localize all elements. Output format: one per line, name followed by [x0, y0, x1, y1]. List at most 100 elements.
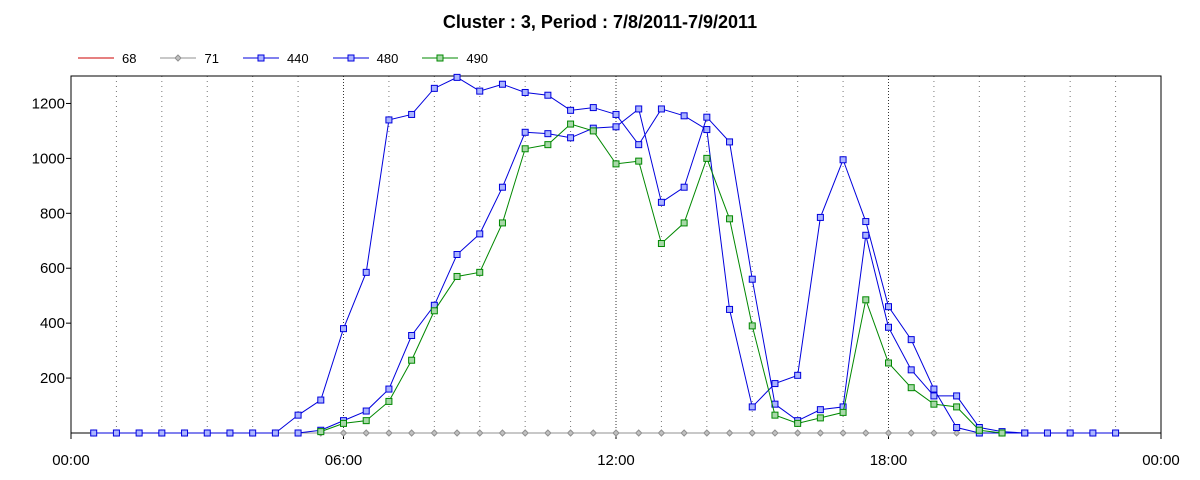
- series-point-490: [975, 426, 983, 434]
- series-point-440: [567, 106, 575, 114]
- series-point-71: [680, 429, 688, 437]
- series-line-480: [298, 108, 1025, 434]
- series-point-490: [317, 428, 325, 436]
- series-point-480: [521, 128, 529, 136]
- series-line-440: [93, 76, 1116, 434]
- series-point-490: [885, 359, 892, 367]
- legend-item-68: 68: [78, 51, 136, 66]
- series-point-440: [612, 110, 620, 118]
- series-point-490: [748, 322, 756, 330]
- series-point-71: [793, 429, 802, 437]
- series-point-480: [294, 429, 302, 437]
- series-point-440: [294, 411, 302, 419]
- series-point-480: [862, 231, 870, 239]
- series-point-71: [521, 429, 529, 437]
- series-point-490: [453, 272, 461, 280]
- series-point-71: [771, 429, 779, 437]
- series-point-71: [635, 429, 643, 437]
- series-point-440: [203, 429, 211, 437]
- series-point-71: [657, 429, 666, 437]
- series-point-480: [385, 385, 393, 393]
- legend-label: 68: [122, 50, 137, 66]
- series-point-480: [816, 406, 824, 414]
- legend-item-480: 480: [332, 51, 398, 66]
- series-point-440: [408, 110, 416, 118]
- series-point-490: [408, 356, 416, 364]
- x-tick-label: 06:00: [325, 452, 363, 469]
- series-point-71: [430, 429, 439, 437]
- series-point-480: [453, 251, 461, 258]
- x-tick-label: 18:00: [870, 452, 908, 469]
- series-point-440: [862, 218, 870, 226]
- series-point-480: [362, 407, 370, 415]
- y-tick-label: 800: [40, 205, 65, 222]
- series-point-71: [930, 429, 938, 437]
- series-point-71: [884, 429, 893, 437]
- series-point-71: [612, 429, 620, 437]
- series-point-440: [521, 88, 529, 96]
- series-point-490: [340, 419, 347, 427]
- series-point-440: [816, 213, 824, 221]
- series-point-440: [476, 87, 484, 95]
- legend-swatch: [160, 54, 197, 62]
- series-point-490: [362, 417, 370, 425]
- series-point-71: [566, 429, 575, 437]
- series-point-440: [135, 429, 143, 437]
- series-point-71: [907, 429, 915, 437]
- series-point-440: [839, 156, 847, 164]
- series-point-71: [748, 429, 756, 437]
- series-point-480: [408, 332, 416, 340]
- series-point-440: [362, 268, 370, 276]
- series-point-480: [726, 138, 734, 146]
- series-point-480: [885, 323, 892, 331]
- series-point-490: [612, 160, 620, 168]
- series-point-480: [907, 366, 915, 374]
- series-point-490: [703, 154, 711, 162]
- series-point-490: [794, 419, 802, 427]
- series-point-480: [612, 123, 620, 131]
- legend-item-490: 490: [422, 51, 488, 66]
- series-point-480: [953, 392, 961, 400]
- series-point-440: [430, 84, 438, 92]
- series-point-440: [748, 403, 756, 411]
- legend-swatch: [242, 54, 279, 62]
- series-point-480: [930, 392, 938, 400]
- x-tick-label: 12:00: [597, 452, 635, 469]
- series-point-490: [385, 397, 393, 405]
- series-point-440: [453, 73, 461, 81]
- series-point-440: [1112, 429, 1120, 437]
- series-point-440: [635, 141, 643, 149]
- series-point-490: [521, 145, 529, 153]
- series-point-490: [589, 127, 597, 135]
- series-point-440: [249, 429, 257, 437]
- y-tick-label: 1200: [32, 95, 65, 112]
- series-point-440: [885, 303, 892, 311]
- series-point-440: [271, 429, 279, 437]
- series-point-71: [589, 429, 597, 437]
- y-tick-label: 1000: [32, 150, 65, 167]
- series-point-480: [544, 130, 552, 138]
- series-point-71: [407, 429, 416, 437]
- series-point-480: [680, 183, 688, 191]
- series-point-440: [771, 380, 779, 388]
- legend-label: 490: [466, 50, 489, 66]
- legend-label: 440: [286, 50, 309, 66]
- series-point-490: [430, 307, 438, 315]
- series-point-480: [657, 198, 665, 206]
- legend-item-440: 440: [242, 50, 309, 66]
- series-point-490: [680, 219, 688, 227]
- series-point-440: [703, 126, 711, 134]
- series-point-71: [544, 429, 552, 437]
- chart-title: Cluster : 3, Period : 7/8/2011-7/9/2011: [442, 12, 758, 32]
- series-point-480: [635, 105, 643, 113]
- series-point-440: [680, 112, 688, 120]
- series-point-440: [317, 396, 325, 404]
- legend-swatch: [332, 54, 369, 62]
- series-point-480: [476, 230, 484, 238]
- series-point-490: [839, 408, 847, 416]
- series-point-71: [952, 429, 961, 437]
- x-tick-label: 00:00: [52, 452, 90, 469]
- series-point-490: [930, 400, 938, 408]
- series-point-440: [498, 80, 506, 88]
